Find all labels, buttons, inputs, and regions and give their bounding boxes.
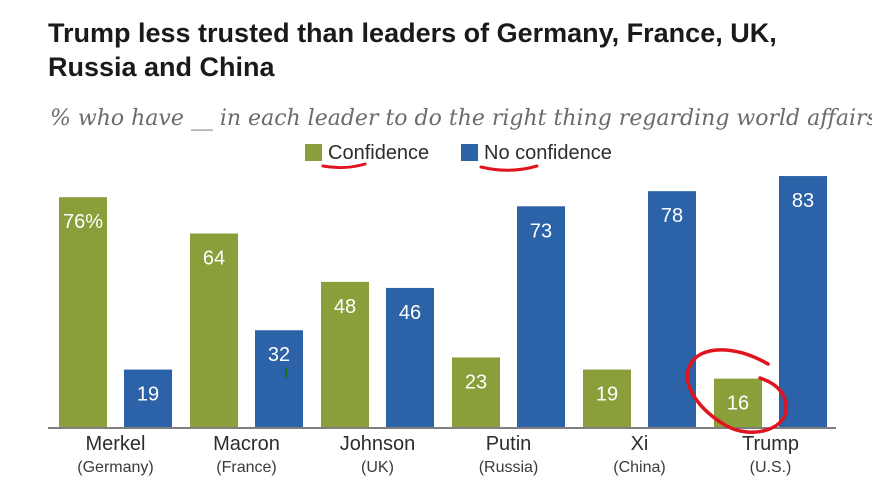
category-sublabel-trump: (U.S.) [750, 459, 792, 476]
bar-confidence-trump [714, 378, 762, 427]
underline-no-confidence-annotation [479, 164, 539, 172]
data-label-confidence-merkel: 76% [63, 211, 103, 233]
category-label-trump: Trump [742, 433, 799, 455]
category-label-johnson: Johnson [340, 433, 416, 455]
data-label-confidence-trump: 16 [727, 393, 749, 415]
bar-confidence-merkel [59, 197, 107, 427]
data-label-no-confidence-putin: 73 [530, 220, 552, 242]
underline-confidence-annotation [321, 162, 367, 170]
bar-no-confidence-macron [255, 330, 303, 427]
category-sublabel-macron: (France) [216, 459, 276, 476]
chart-subtitle: % who have __ in each leader to do the r… [50, 106, 872, 131]
category-label-merkel: Merkel [85, 433, 145, 455]
category-sublabel-merkel: (Germany) [77, 459, 153, 476]
bar-confidence-macron [190, 233, 238, 427]
bar-no-confidence-merkel [124, 369, 172, 427]
data-label-confidence-johnson: 48 [334, 296, 356, 318]
category-sublabel-xi: (China) [613, 459, 665, 476]
category-label-xi: Xi [631, 433, 649, 455]
data-label-no-confidence-macron: 32 [268, 344, 290, 366]
bar-group: 76% 19 64 32 48 46 23 73 19 78 16 83 [59, 176, 827, 427]
bar-no-confidence-trump [779, 176, 827, 427]
data-label-no-confidence-johnson: 46 [399, 302, 421, 324]
chart-title: Trump less trusted than leaders of Germa… [48, 18, 777, 82]
category-sublabel-putin: (Russia) [479, 459, 539, 476]
bar-confidence-xi [583, 369, 631, 427]
legend: Confidence No confidence [305, 142, 612, 164]
legend-label-no-confidence: No confidence [484, 142, 612, 164]
data-label-no-confidence-merkel: 19 [137, 384, 159, 406]
category-labels: Merkel (Germany) Macron (France) Johnson (UK)… [77, 433, 799, 476]
annotations [285, 162, 788, 434]
data-label-no-confidence-xi: 78 [661, 205, 683, 227]
bar-no-confidence-johnson [386, 287, 434, 427]
data-label-confidence-macron: 64 [203, 247, 225, 269]
category-label-macron: Macron [213, 433, 280, 455]
circle-trump-confidence-annotation [685, 348, 788, 434]
category-label-putin: Putin [486, 433, 532, 455]
legend-swatch-confidence [305, 144, 322, 161]
data-label-no-confidence-trump: 83 [792, 190, 814, 212]
legend-label-confidence: Confidence [328, 142, 429, 164]
legend-swatch-no-confidence [461, 144, 478, 161]
bar-confidence-putin [452, 357, 500, 427]
data-label-confidence-xi: 19 [596, 384, 618, 406]
bar-confidence-johnson [321, 281, 369, 427]
category-sublabel-johnson: (UK) [361, 459, 394, 476]
data-label-confidence-putin: 23 [465, 371, 487, 393]
bar-no-confidence-putin [517, 206, 565, 427]
